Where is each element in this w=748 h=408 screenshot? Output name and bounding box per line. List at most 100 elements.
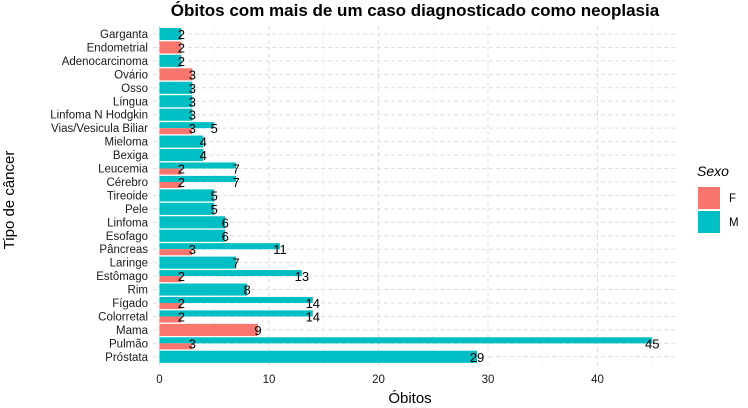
legend-swatch-F — [698, 187, 720, 209]
data-label: 7 — [233, 175, 240, 190]
y-tick-label: Laringe — [110, 258, 148, 270]
legend-label: F — [729, 193, 736, 205]
y-tick-label: Tireoide — [107, 190, 148, 202]
data-label: 5 — [211, 202, 218, 217]
bar-M — [159, 229, 226, 242]
bar-M — [159, 256, 237, 269]
data-label: 3 — [189, 108, 196, 123]
data-label: 2 — [178, 175, 185, 190]
data-label: 6 — [222, 229, 229, 244]
bar-M — [159, 27, 182, 41]
data-label: 2 — [178, 54, 185, 69]
y-tick-label: Língua — [113, 96, 149, 108]
bar-M — [159, 175, 237, 182]
y-axis-title: Tipo de câncer — [1, 151, 18, 250]
y-tick-label: Linfoma N Hodgkin — [50, 110, 148, 122]
data-label: 5 — [211, 188, 218, 203]
y-tick-label: Pâncreas — [99, 244, 148, 256]
data-label: 4 — [200, 148, 207, 163]
bar-M — [159, 135, 204, 148]
legend-title: Sexo — [697, 163, 729, 179]
bar-F — [159, 41, 182, 54]
y-tick-label: Leucemia — [98, 164, 148, 176]
bar-M — [159, 189, 215, 202]
bar-M — [159, 95, 193, 108]
bar-F — [159, 316, 182, 323]
bar-F — [159, 168, 182, 175]
bar-M — [159, 148, 204, 162]
bar-M — [159, 310, 313, 317]
bar-M — [159, 54, 182, 67]
y-tick-label: Mama — [116, 325, 149, 337]
data-label: 3 — [189, 81, 196, 96]
data-label: 14 — [306, 309, 320, 324]
bar-F — [159, 323, 259, 336]
y-tick-label: Pele — [125, 204, 148, 216]
data-label: 29 — [470, 350, 484, 365]
data-label: 2 — [178, 27, 185, 42]
bar-F — [159, 128, 193, 135]
data-label: 3 — [189, 121, 196, 136]
data-label: 8 — [243, 283, 250, 298]
data-label: 7 — [233, 162, 240, 177]
bar-F — [159, 181, 182, 189]
y-tick-label: Rim — [128, 285, 148, 297]
data-label: 14 — [306, 296, 320, 311]
y-tick-label: Pulmão — [109, 338, 148, 350]
y-tick-label: Colorretal — [98, 311, 148, 323]
bar-M — [159, 350, 478, 363]
grid — [153, 26, 675, 368]
data-label: 9 — [254, 323, 261, 338]
y-tick-label: Bexiga — [113, 150, 149, 162]
y-tick-label: Vias/Vesicula Biliar — [51, 123, 148, 135]
x-tick-label: 10 — [263, 374, 276, 386]
legend-swatch-M — [698, 211, 720, 233]
y-tick-label: Ovário — [114, 69, 148, 81]
y-tick-label: Estômago — [96, 271, 148, 283]
bar-M — [159, 270, 302, 277]
data-label: 4 — [200, 135, 207, 150]
data-label: 2 — [178, 40, 185, 55]
data-label: 3 — [189, 67, 196, 82]
x-tick-label: 40 — [591, 374, 604, 386]
data-label: 2 — [178, 269, 185, 284]
chart-title: Óbitos com mais de um caso diagnosticado… — [171, 1, 660, 20]
bar-F — [159, 276, 182, 283]
data-label: 7 — [233, 256, 240, 271]
x-tick-label: 0 — [156, 374, 162, 386]
data-label: 3 — [189, 242, 196, 257]
bar-M — [159, 202, 215, 215]
bar-M — [159, 81, 193, 94]
y-tick-label: Adenocarcinoma — [62, 56, 149, 68]
y-tick-label: Endometrial — [87, 42, 148, 54]
bar-M — [159, 296, 313, 303]
legend: Sexo FM — [697, 163, 739, 233]
bar-M — [159, 122, 215, 129]
bar-F — [159, 68, 193, 81]
x-tick-label: 30 — [482, 374, 495, 386]
data-label: 45 — [645, 336, 659, 351]
bar-F — [159, 249, 193, 256]
data-label: 6 — [222, 215, 229, 230]
y-tick-label: Osso — [121, 83, 148, 95]
bar-F — [159, 303, 182, 310]
y-tick-label: Fígado — [112, 298, 148, 310]
bar-F — [159, 343, 193, 350]
bar-M — [159, 162, 237, 169]
data-label: 2 — [178, 162, 185, 177]
data-label: 5 — [211, 121, 218, 136]
data-label: 3 — [189, 336, 196, 351]
x-axis-ticks: 0 10 20 30 40 — [156, 374, 604, 386]
y-tick-label: Linfoma — [107, 217, 149, 229]
bar-M — [159, 283, 248, 296]
y-tick-label: Cérebro — [106, 177, 148, 189]
y-tick-label: Esofago — [106, 231, 148, 243]
bar-M — [159, 108, 193, 121]
data-label: 2 — [178, 296, 185, 311]
data-label: 3 — [189, 94, 196, 109]
bars — [159, 27, 653, 363]
data-label: 11 — [273, 242, 287, 257]
y-tick-label: Próstata — [105, 352, 148, 364]
